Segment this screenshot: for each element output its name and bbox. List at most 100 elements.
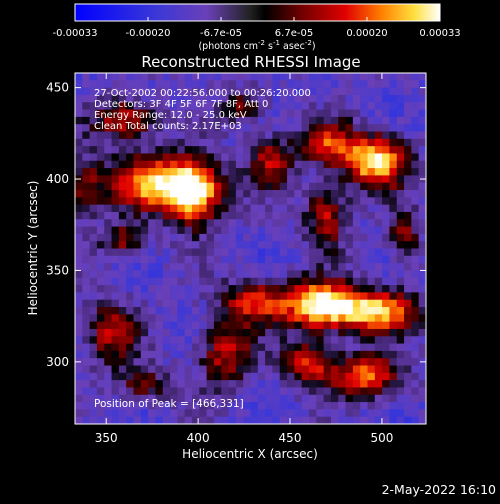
heatmap-cell [309, 365, 317, 374]
heatmap-cell [411, 277, 420, 286]
heatmap-cell [338, 87, 347, 96]
heatmap-cell [170, 168, 178, 176]
heatmap-cell [221, 190, 230, 198]
heatmap-cell [82, 138, 91, 147]
heatmap-cell [184, 182, 193, 191]
heatmap-cell [155, 387, 164, 396]
heatmap-cell [228, 80, 237, 89]
heatmap-cell [265, 233, 274, 242]
heatmap-cell [330, 204, 339, 213]
heatmap-cell [155, 87, 164, 96]
heatmap-cell [213, 372, 222, 381]
heatmap-cell [309, 380, 317, 389]
heatmap-cell [177, 73, 186, 81]
heatmap-cell [396, 87, 405, 96]
heatmap-cell [206, 190, 215, 198]
heatmap-cell [287, 343, 295, 352]
heatmap-cell [272, 358, 281, 367]
heatmap-cell [257, 336, 266, 345]
heatmap-cell [184, 307, 193, 315]
heatmap-cell [250, 299, 259, 308]
heatmap-cell [89, 182, 98, 191]
heatmap-cell [411, 73, 420, 81]
heatmap-cell [184, 102, 193, 111]
heatmap-cell [352, 299, 361, 308]
heatmap-cell [96, 387, 105, 396]
heatmap-cell [330, 80, 339, 89]
heatmap-cell [104, 292, 113, 301]
heatmap-cell [301, 402, 310, 410]
heatmap-cell [382, 387, 391, 396]
heatmap-cell [162, 190, 171, 198]
heatmap-cell [140, 328, 149, 337]
heatmap-cell [374, 358, 383, 367]
heatmap-cell [140, 321, 149, 330]
heatmap-cell [272, 131, 281, 140]
heatmap-cell [316, 248, 325, 257]
heatmap-cell [323, 73, 332, 81]
heatmap-cell [184, 94, 193, 103]
heatmap-cell [309, 270, 317, 279]
heatmap-cell [133, 270, 142, 279]
heatmap-cell [192, 160, 200, 169]
heatmap-cell [279, 350, 288, 359]
heatmap-cell [148, 307, 157, 315]
heatmap-cell [192, 350, 200, 359]
heatmap-cell [133, 73, 142, 81]
heatmap-cell [96, 197, 105, 206]
heatmap-cell [301, 102, 310, 111]
heatmap-cell [243, 277, 252, 286]
heatmap-cell [382, 219, 391, 228]
heatmap-cell [199, 94, 208, 103]
heatmap-cell [206, 314, 215, 323]
heatmap-cell [301, 87, 310, 96]
heatmap-cell [155, 248, 164, 257]
heatmap-cell [243, 102, 252, 111]
heatmap-cell [360, 248, 369, 257]
heatmap-cell [294, 394, 303, 403]
heatmap-cell [184, 328, 193, 337]
heatmap-cell [257, 241, 266, 250]
heatmap-cell [184, 175, 193, 184]
heatmap-cell [177, 409, 186, 418]
heatmap-cell [257, 160, 266, 169]
heatmap-cell [118, 190, 127, 198]
heatmap-cell [374, 299, 383, 308]
heatmap-cell [228, 109, 237, 118]
heatmap-cell [155, 336, 164, 345]
heatmap-cell [82, 168, 91, 176]
heatmap-cell [382, 307, 391, 315]
heatmap-cell [75, 116, 83, 125]
heatmap-cell [140, 109, 149, 118]
heatmap-cell [323, 387, 332, 396]
heatmap-cell [404, 299, 412, 308]
heatmap-cell [396, 241, 405, 250]
heatmap-cell [330, 358, 339, 367]
heatmap-cell [162, 314, 171, 323]
heatmap-cell [170, 219, 178, 228]
heatmap-cell [374, 336, 383, 345]
heatmap-cell [133, 109, 142, 118]
heatmap-cell [228, 372, 237, 381]
heatmap-cell [177, 263, 186, 272]
heatmap-cell [418, 124, 426, 133]
heatmap-cell [228, 255, 237, 264]
heatmap-cell [389, 124, 398, 133]
heatmap-cell [309, 394, 317, 403]
heatmap-cell [170, 387, 178, 396]
heatmap-cell [352, 350, 361, 359]
heatmap-cell [352, 87, 361, 96]
heatmap-cell [96, 292, 105, 301]
heatmap-cell [389, 116, 398, 125]
heatmap-cell [104, 233, 113, 242]
heatmap-cell [287, 131, 295, 140]
heatmap-cell [118, 248, 127, 257]
heatmap-cell [279, 409, 288, 418]
heatmap-cell [360, 387, 369, 396]
heatmap-cell [133, 153, 142, 162]
heatmap-cell [140, 365, 149, 374]
heatmap-cell [140, 314, 149, 323]
heatmap-cell [396, 263, 405, 272]
heatmap-cell [418, 116, 426, 125]
heatmap-cell [250, 87, 259, 96]
